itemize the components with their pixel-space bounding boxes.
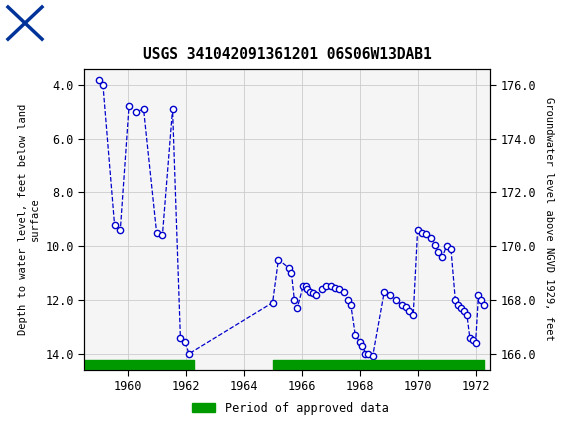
Text: USGS: USGS <box>50 13 118 33</box>
FancyBboxPatch shape <box>8 7 42 39</box>
Y-axis label: Depth to water level, feet below land
surface: Depth to water level, feet below land su… <box>18 104 39 335</box>
Title: USGS 341042091361201 06S06W13DAB1: USGS 341042091361201 06S06W13DAB1 <box>143 47 432 62</box>
Legend: Period of approved data: Period of approved data <box>187 397 393 420</box>
Y-axis label: Groundwater level above NGVD 1929, feet: Groundwater level above NGVD 1929, feet <box>545 98 554 341</box>
